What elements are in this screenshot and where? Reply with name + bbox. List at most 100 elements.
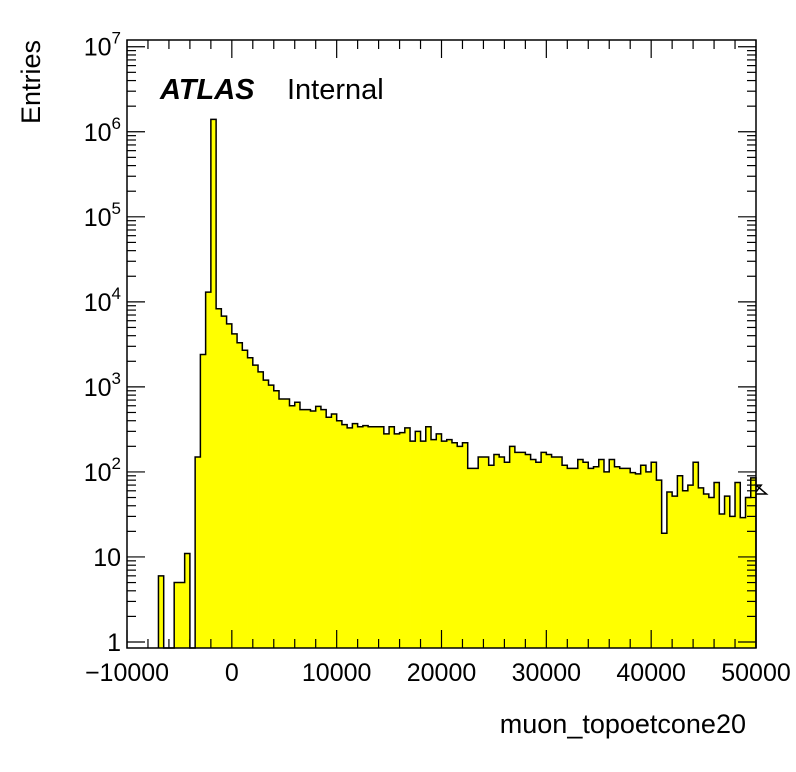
histogram-bin — [389, 426, 395, 648]
histogram-bin — [273, 390, 280, 648]
histogram-bin — [541, 452, 547, 648]
histogram-bin — [394, 433, 400, 648]
histogram-bin — [320, 409, 327, 648]
histogram-bin — [305, 409, 311, 648]
x-tick-label: 10000 — [302, 659, 372, 687]
internal-label: Internal — [287, 74, 384, 106]
y-tick-label: 1 — [107, 629, 121, 657]
histogram-bin — [242, 350, 248, 648]
histogram-bin — [483, 456, 490, 648]
histogram-bin — [493, 454, 500, 648]
histogram-bin — [703, 494, 710, 648]
histogram-bin — [200, 354, 207, 648]
y-tick-label: 106 — [84, 114, 121, 147]
histogram-bin — [677, 475, 684, 648]
histogram-bin — [336, 420, 343, 648]
histogram-bin — [205, 292, 212, 648]
histogram-bin — [635, 473, 642, 648]
x-tick-label: 20000 — [407, 659, 477, 687]
histogram-bin — [226, 323, 233, 648]
histogram-bin — [331, 413, 338, 648]
histogram-bin — [341, 424, 348, 648]
histogram-bin — [252, 365, 259, 648]
histogram-bin — [478, 456, 484, 648]
histogram-bin — [504, 462, 511, 648]
histogram-bin — [221, 316, 227, 648]
histogram-bin — [687, 485, 694, 648]
histogram-bin — [509, 446, 516, 648]
histogram-bin — [666, 492, 673, 648]
histogram-bin — [247, 357, 254, 648]
histogram-bin — [556, 456, 563, 648]
x-tick-label: 40000 — [616, 659, 686, 687]
histogram-bin — [535, 462, 542, 648]
histogram-bin — [740, 517, 746, 648]
histogram-bin — [451, 442, 458, 648]
x-axis-ticks: −10000 0 10000 20000 30000 40000 50000 — [85, 40, 791, 687]
histogram-bin — [499, 456, 505, 648]
histogram-bin — [567, 468, 573, 648]
histogram-bin — [284, 399, 290, 648]
histogram-bin — [588, 468, 594, 648]
y-tick-label: 104 — [84, 284, 121, 317]
histogram-bin — [530, 459, 537, 648]
histogram-bin — [577, 459, 584, 648]
histogram-bin — [572, 468, 579, 648]
histogram-bin — [645, 471, 652, 648]
histogram-bin — [624, 468, 631, 648]
histogram-bin — [735, 482, 741, 648]
histogram-bin — [258, 371, 264, 648]
histogram-bin — [520, 452, 526, 648]
histogram-bin — [525, 454, 532, 648]
histogram-bin — [158, 575, 165, 648]
histogram-bin — [551, 456, 558, 648]
histogram-bin — [294, 402, 301, 648]
histogram-bin — [420, 441, 427, 648]
histogram-bin — [231, 333, 238, 648]
x-axis-title: muon_topoetcone20 — [500, 709, 746, 739]
histogram-bin — [347, 427, 353, 648]
histogram-bin — [263, 380, 269, 648]
histogram-bin — [719, 514, 725, 648]
histogram-bin — [184, 553, 191, 648]
histogram-bin — [425, 426, 432, 648]
histogram-bin — [693, 462, 699, 648]
histogram-bin — [399, 432, 406, 648]
histogram-bin — [431, 439, 437, 648]
histogram-bin — [289, 405, 296, 648]
histogram-bin — [714, 482, 720, 648]
histogram-bin — [357, 426, 364, 648]
histogram-bin — [619, 468, 626, 648]
histogram-bin — [404, 427, 411, 648]
histogram-bin — [656, 480, 663, 648]
histogram-bin — [352, 423, 359, 648]
histogram-bin — [315, 406, 322, 648]
histogram-bin — [179, 582, 186, 648]
histogram-bin — [682, 490, 689, 648]
y-axis-title: Entries — [16, 40, 46, 124]
histogram-bin — [651, 462, 657, 648]
histogram-bin — [373, 426, 379, 648]
histogram-bin — [514, 452, 521, 648]
histogram-bin — [661, 533, 668, 648]
histogram-bin — [630, 472, 636, 648]
histogram-bin — [562, 465, 568, 648]
histogram-bin — [750, 477, 757, 648]
histogram-bin — [593, 466, 600, 648]
histogram-bin — [457, 446, 463, 648]
x-tick-label: −10000 — [85, 659, 169, 687]
histogram-bin — [210, 119, 217, 649]
histogram-bin — [195, 456, 201, 648]
histogram-bin — [237, 342, 243, 648]
histogram-bin — [268, 385, 275, 648]
y-tick-label: 107 — [84, 29, 121, 62]
histogram-bin — [729, 516, 736, 648]
x-tick-label: 0 — [225, 659, 239, 687]
histogram-bin — [415, 431, 421, 648]
histogram-bin — [640, 465, 647, 648]
histogram-outline — [157, 118, 769, 649]
histogram-bin — [672, 496, 678, 648]
y-tick-label: 10 — [93, 544, 121, 572]
histogram-bin — [745, 497, 752, 648]
